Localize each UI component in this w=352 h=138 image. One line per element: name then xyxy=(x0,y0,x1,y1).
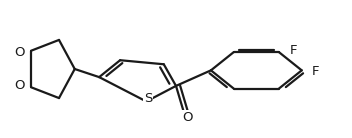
Text: F: F xyxy=(312,65,320,78)
Text: S: S xyxy=(144,92,152,105)
Text: O: O xyxy=(15,46,25,59)
Text: O: O xyxy=(15,79,25,92)
Text: O: O xyxy=(182,111,193,124)
Text: F: F xyxy=(289,44,297,57)
